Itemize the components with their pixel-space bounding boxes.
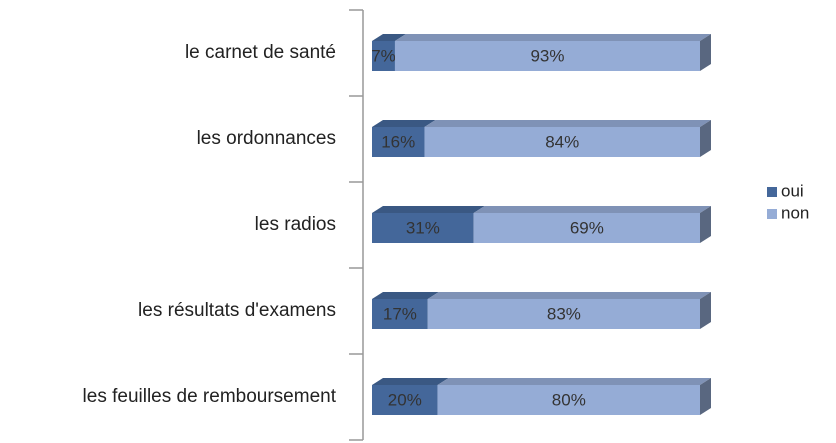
bar-side-face <box>700 120 711 157</box>
legend-label: non <box>781 203 809 222</box>
legend-swatch <box>767 209 777 219</box>
bar-side-face <box>700 34 711 71</box>
category-label: les ordonnances <box>197 128 336 149</box>
bar-side-face <box>700 292 711 329</box>
value-label: 31% <box>406 218 440 237</box>
category-label: le carnet de santé <box>185 42 336 63</box>
bar <box>437 385 700 415</box>
category-label: les feuilles de remboursement <box>83 386 337 407</box>
bar-top-face <box>427 292 711 299</box>
bar <box>427 299 700 329</box>
value-label: 93% <box>530 46 564 65</box>
bar-top-face <box>372 120 436 127</box>
bar-side-face <box>700 206 711 243</box>
bar-top-face <box>473 206 711 213</box>
bar <box>372 127 425 157</box>
bar-top-face <box>424 120 711 127</box>
value-label: 69% <box>570 218 604 237</box>
category-label: les résultats d'examens <box>138 300 336 321</box>
bar <box>372 213 474 243</box>
bar-top-face <box>437 378 711 385</box>
bar-top-face <box>372 292 439 299</box>
bar-top-face <box>372 206 485 213</box>
bar-side-face <box>700 378 711 415</box>
bar <box>372 299 428 329</box>
bar-top-face <box>372 378 449 385</box>
value-label: 17% <box>383 304 417 323</box>
value-label: 7% <box>371 46 396 65</box>
value-label: 83% <box>547 304 581 323</box>
value-label: 20% <box>388 390 422 409</box>
legend-swatch <box>767 187 777 197</box>
bar-top-face <box>394 34 711 41</box>
value-label: 80% <box>552 390 586 409</box>
bar <box>424 127 700 157</box>
bar-top-face <box>372 34 406 41</box>
bar <box>372 41 395 71</box>
legend-label: oui <box>781 181 804 200</box>
category-label: les radios <box>255 214 336 235</box>
value-label: 84% <box>545 132 579 151</box>
bar <box>473 213 700 243</box>
value-label: 16% <box>381 132 415 151</box>
bar <box>394 41 700 71</box>
bar <box>372 385 438 415</box>
